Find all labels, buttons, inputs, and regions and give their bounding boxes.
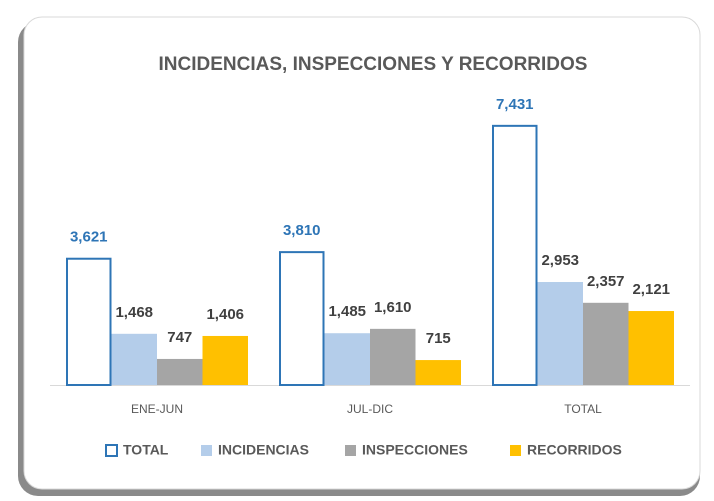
data-label: 1,610	[374, 299, 412, 316]
x-tick-label: JUL-DIC	[347, 402, 393, 416]
bar	[583, 302, 629, 385]
bar	[370, 328, 416, 385]
data-label: 3,810	[283, 222, 321, 239]
legend-marker	[201, 445, 212, 456]
bar	[537, 282, 583, 385]
bar	[279, 251, 325, 386]
legend-marker	[105, 444, 118, 457]
legend-marker	[510, 445, 521, 456]
bar	[628, 311, 674, 385]
bar	[66, 257, 112, 386]
legend-label: TOTAL	[123, 442, 169, 458]
bar	[111, 333, 157, 385]
legend-label: INSPECCIONES	[362, 442, 468, 458]
legend-label: INCIDENCIAS	[218, 442, 309, 458]
data-label: 3,621	[70, 229, 108, 246]
data-label: 2,953	[541, 252, 579, 269]
x-tick-label: ENE-JUN	[131, 402, 183, 416]
data-label: 1,406	[206, 306, 244, 323]
data-label: 747	[167, 329, 192, 346]
chart-title: INCIDENCIAS, INSPECCIONES Y RECORRIDOS	[159, 54, 588, 75]
legend-marker	[345, 445, 356, 456]
bar	[157, 358, 203, 385]
legend-label: RECORRIDOS	[527, 442, 622, 458]
card	[23, 16, 701, 490]
x-tick-label: TOTAL	[564, 402, 602, 416]
data-label: 2,357	[587, 273, 625, 290]
data-label: 7,431	[496, 96, 534, 113]
bar	[415, 360, 461, 385]
data-label: 2,121	[632, 281, 670, 298]
data-label: 715	[426, 330, 451, 347]
bar	[324, 333, 370, 385]
data-label: 1,485	[328, 303, 366, 320]
bar	[202, 335, 248, 385]
bar	[492, 124, 538, 386]
data-label: 1,468	[115, 304, 153, 321]
